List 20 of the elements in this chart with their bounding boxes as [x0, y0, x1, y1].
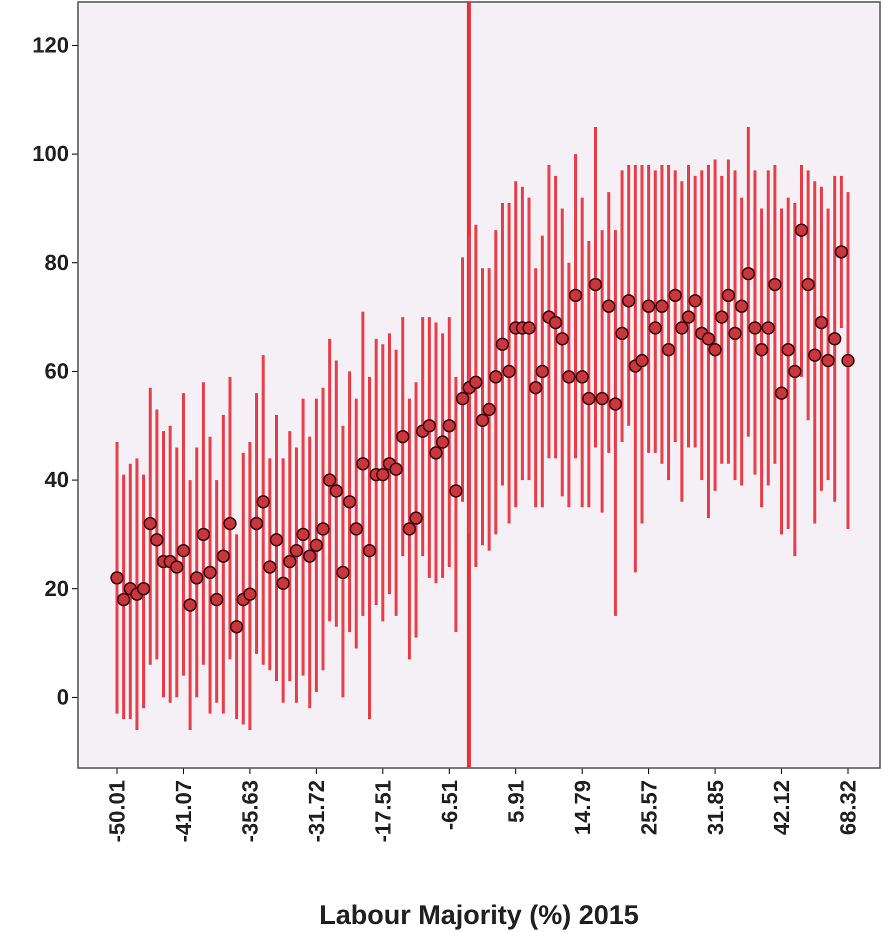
y-tick-label: 40 [44, 467, 69, 492]
x-tick-label: -6.51 [436, 780, 462, 830]
y-tick-label: 100 [32, 141, 69, 166]
x-axis-title: Labour Majority (%) 2015 [319, 900, 639, 930]
x-tick-label: -31.72 [304, 780, 330, 842]
x-tick-label: -41.07 [171, 780, 196, 842]
x-tick-label: 68.32 [836, 780, 861, 836]
x-tick-label: 42.12 [769, 780, 794, 836]
y-tick-label: 60 [44, 358, 69, 384]
x-tick-label: 31.85 [702, 780, 728, 836]
x-tick-label: 5.91 [503, 780, 528, 823]
y-tick-label: 80 [44, 250, 69, 275]
y-tick-label: 120 [32, 32, 69, 58]
x-tick-label: -35.63 [238, 780, 263, 842]
y-tick-label: 20 [44, 576, 69, 601]
y-tick-label: 0 [56, 684, 69, 710]
x-tick-label: -50.01 [104, 780, 130, 842]
x-tick-label: 25.57 [636, 780, 662, 836]
x-tick-label: -17.51 [370, 780, 396, 842]
x-tick-label: 14.79 [570, 780, 595, 836]
